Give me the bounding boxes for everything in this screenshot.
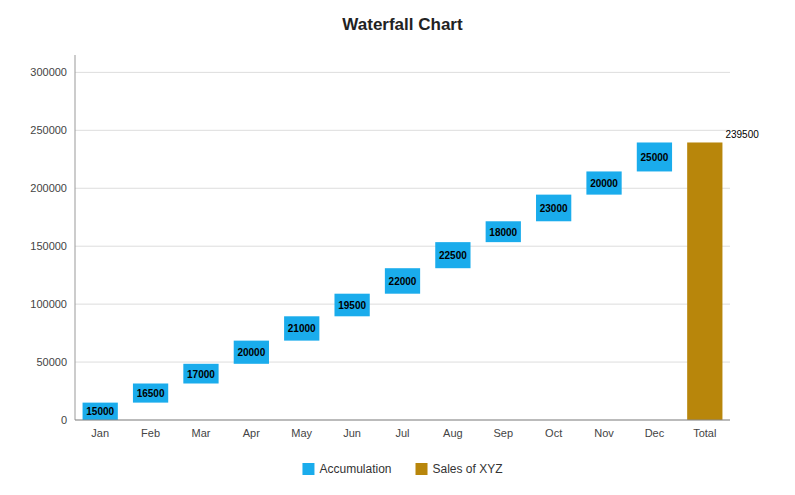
y-tick-label: 150000 bbox=[30, 240, 67, 252]
legend-label: Accumulation bbox=[319, 462, 391, 476]
grid-line bbox=[75, 362, 730, 363]
grid-line bbox=[75, 130, 730, 131]
legend: Accumulation Sales of XYZ bbox=[302, 462, 502, 476]
bar bbox=[234, 341, 269, 364]
data-label: 22000 bbox=[389, 276, 417, 287]
grid-line bbox=[75, 188, 730, 189]
bar bbox=[536, 195, 571, 222]
data-labels: 15000 16500 17000 20000 21000 19500 22000 22500… bbox=[86, 129, 759, 417]
x-tick-label: May bbox=[291, 427, 312, 439]
bar bbox=[284, 316, 319, 340]
data-label: 19500 bbox=[338, 300, 366, 311]
x-tick-label: Dec bbox=[645, 427, 665, 439]
grid bbox=[75, 72, 730, 420]
y-tick-label: 100000 bbox=[30, 298, 67, 310]
data-label: 18000 bbox=[489, 227, 517, 238]
x-tick-label: Sep bbox=[493, 427, 513, 439]
y-axis-line bbox=[75, 55, 76, 420]
grid-line bbox=[75, 246, 730, 247]
x-tick-label: Apr bbox=[243, 427, 260, 439]
bar bbox=[637, 142, 672, 171]
data-label: 23000 bbox=[540, 203, 568, 214]
legend-label: Sales of XYZ bbox=[433, 462, 503, 476]
x-tick-label: Aug bbox=[443, 427, 463, 439]
x-tick-label: Jan bbox=[91, 427, 109, 439]
grid-line bbox=[75, 304, 730, 305]
data-label: 22500 bbox=[439, 250, 467, 261]
legend-item: Accumulation bbox=[302, 462, 391, 476]
data-label: 15000 bbox=[86, 406, 114, 417]
data-label: 17000 bbox=[187, 369, 215, 380]
legend-swatch bbox=[416, 463, 428, 475]
bar bbox=[334, 294, 369, 317]
data-label: 20000 bbox=[237, 347, 265, 358]
legend-swatch bbox=[302, 463, 314, 475]
x-tick-label: Jul bbox=[395, 427, 409, 439]
x-tick-label: Oct bbox=[545, 427, 562, 439]
data-label: 21000 bbox=[288, 323, 316, 334]
data-label: 16500 bbox=[137, 388, 165, 399]
bar bbox=[83, 403, 118, 420]
bar bbox=[183, 364, 218, 384]
bar bbox=[435, 242, 470, 268]
x-tick-label: Total bbox=[693, 427, 716, 439]
x-axis-line bbox=[75, 420, 730, 421]
y-tick-label: 200000 bbox=[30, 182, 67, 194]
data-label: 239500 bbox=[725, 129, 759, 140]
y-tick-label: 0 bbox=[61, 414, 67, 426]
data-label: 25000 bbox=[641, 152, 669, 163]
y-tick-label: 50000 bbox=[36, 356, 67, 368]
legend-item: Sales of XYZ bbox=[416, 462, 503, 476]
grid-line bbox=[75, 420, 730, 421]
title: Waterfall Chart bbox=[342, 15, 463, 34]
x-tick-label: Jun bbox=[343, 427, 361, 439]
bar bbox=[133, 384, 168, 403]
bars bbox=[83, 142, 723, 420]
bar bbox=[385, 268, 420, 293]
bar bbox=[687, 142, 722, 420]
x-tick-label: Nov bbox=[594, 427, 614, 439]
grid-line bbox=[75, 72, 730, 73]
x-tick-label: Mar bbox=[191, 427, 210, 439]
bar bbox=[486, 221, 521, 242]
chart: Waterfall Chart 0 50000 100000 150000 200000 2… bbox=[0, 0, 795, 495]
data-label: 20000 bbox=[590, 178, 618, 189]
x-tick-label: Feb bbox=[141, 427, 160, 439]
y-tick-label: 300000 bbox=[30, 66, 67, 78]
bar bbox=[586, 171, 621, 194]
y-tick-label: 250000 bbox=[30, 124, 67, 136]
